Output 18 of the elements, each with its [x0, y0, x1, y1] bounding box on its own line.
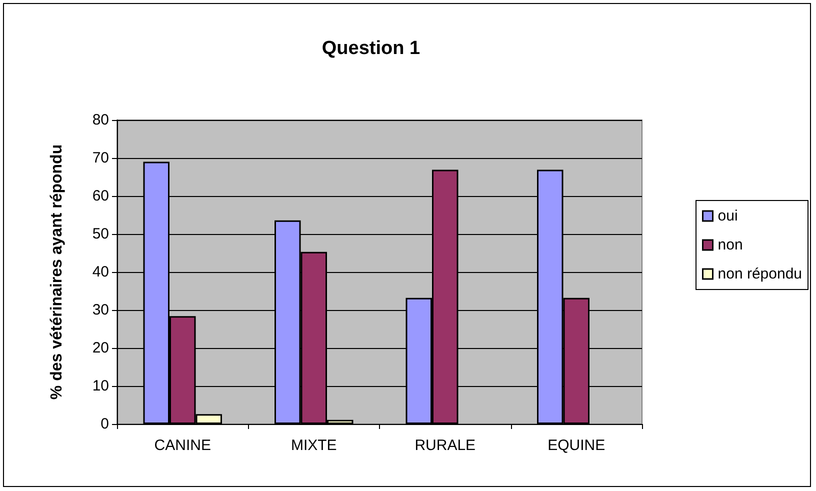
legend-label: oui	[718, 208, 738, 224]
y-tick-label: 60	[92, 188, 109, 204]
y-tick-label: 50	[92, 226, 109, 242]
y-tick-label: 10	[92, 378, 109, 394]
legend-label: non répondu	[718, 266, 802, 282]
y-tick-label: 40	[92, 264, 109, 280]
x-tick-label: CANINE	[154, 437, 211, 454]
y-tick-label: 20	[92, 340, 109, 356]
chart-title: Question 1	[322, 38, 421, 59]
y-tick-label: 0	[100, 416, 109, 432]
y-tick-label: 80	[92, 112, 109, 128]
legend-label: non	[718, 236, 743, 254]
y-tick-label: 70	[92, 150, 109, 166]
x-tick-label: MIXTE	[290, 437, 337, 454]
x-tick-label: RURALE	[414, 437, 476, 454]
x-tick-label: EQUINE	[548, 437, 606, 454]
y-axis-title: % des vétérinaires ayant répondu	[48, 144, 66, 400]
y-tick-label: 30	[92, 302, 109, 318]
